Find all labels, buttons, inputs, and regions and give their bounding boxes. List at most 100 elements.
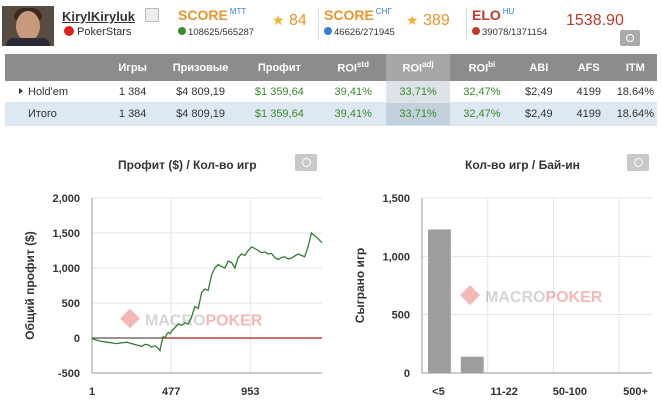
y-tick-label: 1,500 bbox=[52, 228, 80, 240]
score-cis: SCORE СНГ 46626/271945 bbox=[324, 7, 395, 38]
score-elo-rank: 39078/1371154 bbox=[482, 27, 548, 38]
y-tick-label: 500 bbox=[392, 310, 410, 322]
total-abi: $2,49 bbox=[513, 102, 564, 126]
pokerstars-icon bbox=[64, 26, 74, 36]
score-cis-value-wrap: ★ 389 bbox=[406, 12, 450, 30]
roi-sup: adj bbox=[422, 60, 434, 70]
profit-chart-title: Профит ($) / Кол-во игр bbox=[118, 158, 257, 172]
cell-roi-bi: 32,47% bbox=[450, 81, 514, 103]
rank-icon bbox=[472, 27, 480, 35]
y-tick-label: 1,000 bbox=[52, 263, 80, 275]
col-header-roi-std[interactable]: ROIstd bbox=[320, 54, 387, 81]
cell-abi: $2,49 bbox=[513, 81, 564, 103]
roi-label: ROI bbox=[337, 62, 357, 75]
total-afs: 4199 bbox=[563, 102, 614, 126]
flag-icon bbox=[145, 8, 159, 22]
y-tick-label: -500 bbox=[58, 368, 80, 380]
table-header: Игры Призовые Профит ROIstd ROIadj ROIbi… bbox=[5, 54, 657, 81]
x-tick-label: 500+ bbox=[623, 386, 648, 398]
col-header-prize[interactable]: Призовые bbox=[162, 54, 239, 81]
cell-prize: $4 809,19 bbox=[162, 81, 239, 103]
x-tick-label: 1 bbox=[89, 386, 95, 398]
score-cis-label: SCORE bbox=[324, 7, 374, 23]
score-cis-rank: 46626/271945 bbox=[334, 27, 395, 38]
total-profit: $1 359,64 bbox=[238, 102, 321, 126]
total-roi-bi: 32,47% bbox=[450, 102, 514, 126]
col-header-roi-bi[interactable]: ROIbi bbox=[450, 54, 514, 81]
col-header-profit[interactable]: Профит bbox=[238, 54, 321, 81]
profit-chart: -500 0 500 1,000 1,500 2,000 1 477 953 MACROPOKER… bbox=[23, 193, 323, 398]
x-tick-label: 477 bbox=[162, 386, 180, 398]
watermark-text: MACROPOKER bbox=[145, 313, 263, 330]
rank-icon bbox=[178, 27, 186, 35]
y-tick-label: 1,500 bbox=[382, 193, 410, 205]
cell-itm: 18.64% bbox=[613, 81, 657, 103]
bar bbox=[428, 229, 451, 373]
watermark-logo-icon bbox=[460, 285, 480, 306]
y-tick-label: 0 bbox=[74, 333, 80, 345]
bar bbox=[460, 356, 484, 373]
room-name: PokerStars bbox=[77, 26, 132, 38]
score-elo: ELO HU 39078/1371154 bbox=[472, 7, 547, 38]
stats-table: Игры Призовые Профит ROIstd ROIadj ROIbi… bbox=[5, 54, 657, 126]
score-mtt-value: 84 bbox=[289, 12, 307, 29]
score-mtt: SCORE MTT 108625/565287 bbox=[178, 7, 254, 38]
rank-icon bbox=[324, 27, 332, 35]
score-mtt-rank: 108625/565287 bbox=[188, 27, 255, 38]
cell-games: 1 384 bbox=[102, 81, 163, 103]
total-name: Итого bbox=[5, 102, 103, 126]
total-itm: 18.64% bbox=[613, 102, 657, 126]
plot-area bbox=[92, 198, 322, 373]
table-row[interactable]: Hold'em 1 384 $4 809,19 $1 359,64 39,41%… bbox=[5, 81, 657, 103]
col-header-afs[interactable]: AFS bbox=[563, 54, 614, 81]
divider bbox=[318, 8, 319, 40]
x-tick-label: <5 bbox=[432, 386, 445, 398]
y-tick-label: 500 bbox=[62, 298, 80, 310]
y-tick-label: 1,000 bbox=[382, 251, 410, 263]
total-prize: $4 809,19 bbox=[162, 102, 239, 126]
divider bbox=[466, 8, 467, 40]
x-tick-label: 11-22 bbox=[490, 386, 518, 398]
total-roi-adj: 33,71% bbox=[386, 102, 450, 126]
col-header bbox=[5, 54, 103, 81]
cell-roi-adj: 33,71% bbox=[386, 81, 450, 103]
roi-sup: bi bbox=[488, 60, 496, 70]
y-tick-label: 2,000 bbox=[52, 193, 80, 205]
col-header-abi[interactable]: ABI bbox=[513, 54, 564, 81]
col-header-itm[interactable]: ITM bbox=[613, 54, 657, 81]
score-cis-value: 389 bbox=[423, 12, 450, 29]
score-mtt-value-wrap: ★ 84 bbox=[272, 12, 307, 30]
col-header-games[interactable]: Игры bbox=[102, 54, 163, 81]
avatar[interactable] bbox=[2, 6, 54, 46]
y-axis-label: Общий профит ($) bbox=[23, 231, 37, 340]
star-icon: ★ bbox=[272, 12, 285, 28]
col-header-roi-adj[interactable]: ROIadj bbox=[386, 54, 450, 81]
row-name: Hold'em bbox=[28, 85, 69, 98]
camera-icon[interactable] bbox=[295, 154, 317, 171]
score-elo-value: 1538.90 bbox=[566, 12, 624, 29]
score-elo-tag: HU bbox=[502, 7, 515, 16]
y-axis-label: Сыграно игр bbox=[353, 248, 367, 324]
watermark: MACROPOKER bbox=[460, 285, 603, 306]
score-mtt-tag: MTT bbox=[229, 7, 247, 16]
buyin-chart: 0 500 1,000 1,500 MACROPOKER <5 11-22 50-100 500… bbox=[353, 193, 652, 398]
watermark: MACROPOKER bbox=[120, 308, 263, 330]
plot-area bbox=[422, 198, 652, 373]
expand-icon[interactable] bbox=[19, 87, 23, 94]
total-roi-std: 39,41% bbox=[320, 102, 387, 126]
profile-header: KirylKiryluk PokerStars SCORE MTT 108625/… bbox=[0, 0, 662, 52]
cell-afs: 4199 bbox=[563, 81, 614, 103]
table-total-row: Итого 1 384 $4 809,19 $1 359,64 39,41% 3… bbox=[5, 102, 657, 126]
cell-profit: $1 359,64 bbox=[238, 81, 321, 103]
buyin-chart-title: Кол-во игр / Бай-ин bbox=[465, 158, 580, 172]
camera-icon[interactable] bbox=[627, 154, 649, 171]
username-link[interactable]: KirylKiryluk bbox=[62, 9, 135, 24]
star-icon: ★ bbox=[406, 12, 419, 28]
camera-icon[interactable] bbox=[620, 30, 640, 46]
row-name-cell[interactable]: Hold'em bbox=[5, 81, 103, 103]
score-elo-label: ELO bbox=[472, 7, 501, 23]
roi-sup: std bbox=[356, 60, 369, 70]
y-tick-label: 0 bbox=[404, 368, 410, 380]
watermark-text: MACROPOKER bbox=[485, 289, 603, 306]
x-tick-label: 50-100 bbox=[553, 386, 587, 398]
